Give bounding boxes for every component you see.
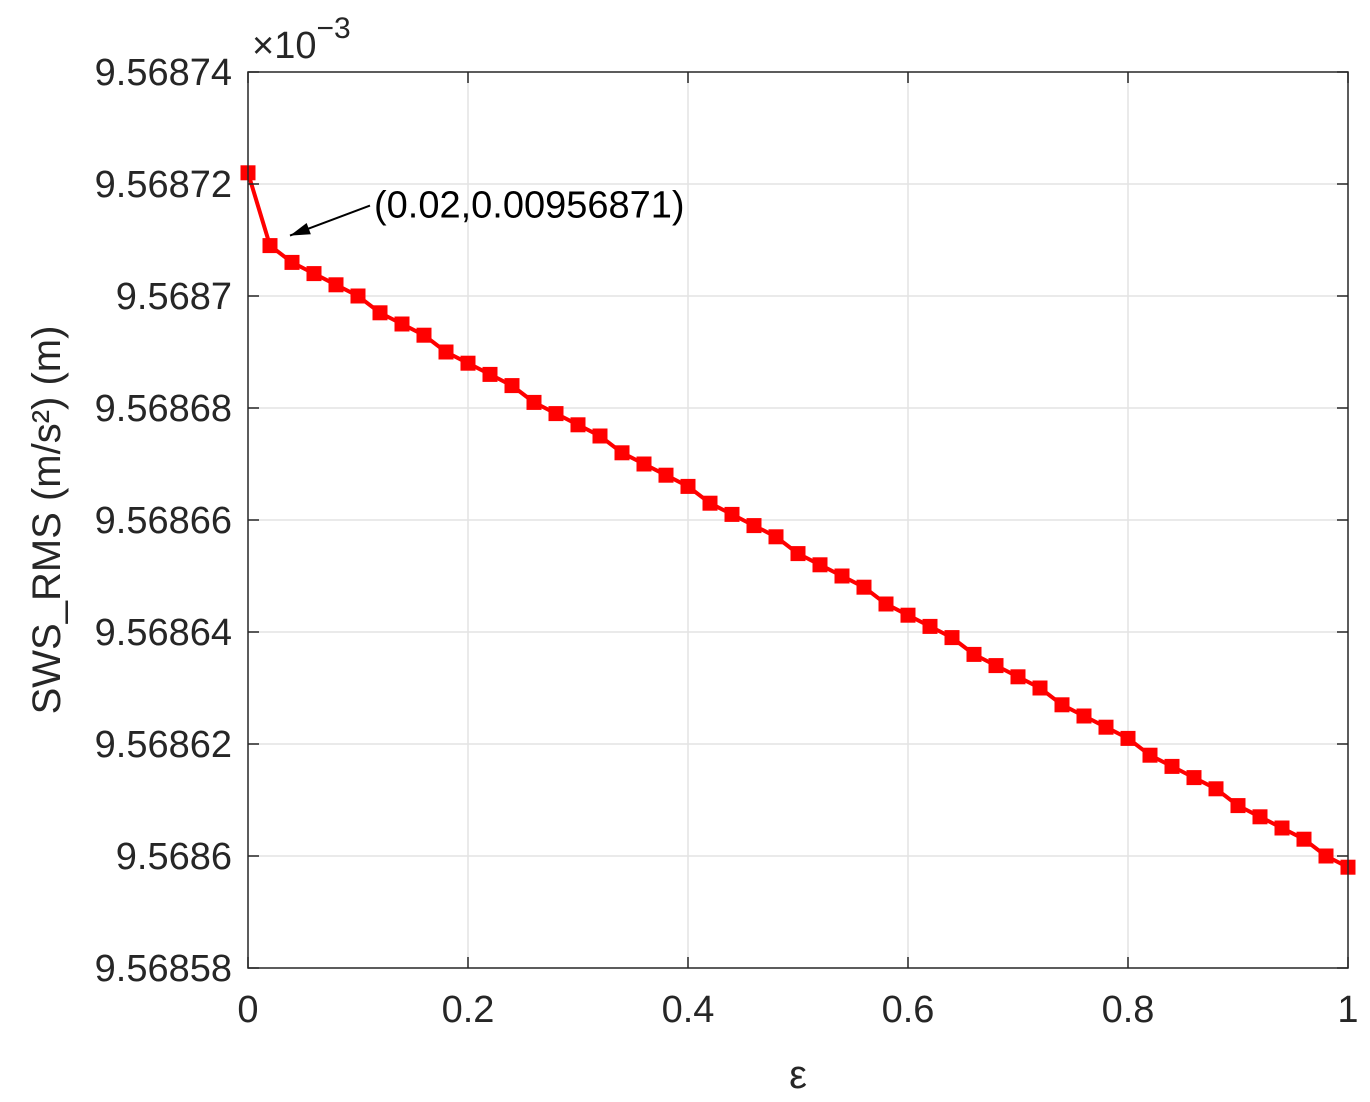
data-point	[438, 344, 454, 360]
y-tick-label: 9.56868	[95, 388, 232, 430]
data-point	[1164, 758, 1180, 774]
data-point	[900, 607, 916, 623]
y-axis-title: SWS_RMS (m/s²) (m)	[25, 326, 69, 715]
x-axis-title: ε	[789, 1053, 807, 1097]
data-point	[482, 366, 498, 382]
data-point	[746, 518, 762, 534]
data-point	[504, 378, 520, 394]
y-axis-multiplier: ×10−3	[252, 12, 351, 67]
data-point	[702, 495, 718, 511]
data-point	[526, 394, 542, 410]
y-tick-label: 9.56872	[95, 164, 232, 206]
data-point	[1186, 770, 1202, 786]
data-point	[922, 618, 938, 634]
data-point	[306, 266, 322, 282]
data-point	[790, 546, 806, 562]
data-point	[1076, 708, 1092, 724]
data-point	[878, 596, 894, 612]
y-axis-multiplier-base: ×10	[252, 25, 316, 67]
data-point	[394, 316, 410, 332]
data-point	[1252, 809, 1268, 825]
data-point	[592, 428, 608, 444]
y-tick-label: 9.56866	[95, 500, 232, 542]
data-point	[1032, 680, 1048, 696]
data-point	[548, 406, 564, 422]
data-point	[768, 529, 784, 545]
data-point	[966, 646, 982, 662]
data-point	[1274, 820, 1290, 836]
y-tick-label: 9.56864	[95, 612, 232, 654]
data-point	[614, 445, 630, 461]
x-axis-ticks: 0 0.2 0.4 0.6 0.8 1	[237, 72, 1359, 1031]
data-point	[856, 579, 872, 595]
data-point	[812, 557, 828, 573]
data-point	[944, 630, 960, 646]
data-point	[1120, 730, 1136, 746]
data-point	[460, 355, 476, 371]
data-point	[328, 277, 344, 293]
x-tick-label: 0.8	[1102, 989, 1155, 1031]
data-point	[834, 568, 850, 584]
y-tick-label: 9.56862	[95, 724, 232, 766]
data-point	[680, 478, 696, 494]
data-point	[988, 658, 1004, 674]
data-point	[1230, 798, 1246, 814]
data-point	[350, 288, 366, 304]
x-tick-label: 0.4	[662, 989, 715, 1031]
data-point	[724, 506, 740, 522]
data-point	[636, 456, 652, 472]
y-axis-ticks: 9.56858 9.5686 9.56862 9.56864 9.56866 9.5686…	[95, 52, 1348, 990]
grid-lines	[248, 72, 1348, 968]
data-point	[1318, 848, 1334, 864]
data-point	[1142, 747, 1158, 763]
data-point	[284, 254, 300, 270]
annotation-label: (0.02,0.00956871)	[374, 185, 685, 227]
x-tick-label: 1	[1337, 989, 1358, 1031]
data-point	[262, 238, 278, 254]
x-tick-label: 0	[237, 989, 258, 1031]
y-tick-label: 9.5687	[116, 276, 232, 318]
data-point	[1010, 669, 1026, 685]
data-point	[1296, 831, 1312, 847]
y-tick-label: 9.56858	[95, 948, 232, 990]
data-point	[570, 417, 586, 433]
data-point	[416, 327, 432, 343]
data-point	[658, 467, 674, 483]
series-layer	[240, 165, 1356, 875]
x-tick-label: 0.6	[882, 989, 935, 1031]
annotation-arrowhead	[290, 222, 311, 236]
y-axis-multiplier-exponent: −3	[316, 12, 350, 45]
y-tick-label: 9.56874	[95, 52, 232, 94]
x-tick-label: 0.2	[442, 989, 495, 1031]
data-point	[1208, 781, 1224, 797]
y-tick-label: 9.5686	[116, 836, 232, 878]
data-point	[1054, 697, 1070, 713]
data-point	[1098, 719, 1114, 735]
annotation: (0.02,0.00956871)	[289, 185, 685, 237]
data-point	[372, 305, 388, 321]
